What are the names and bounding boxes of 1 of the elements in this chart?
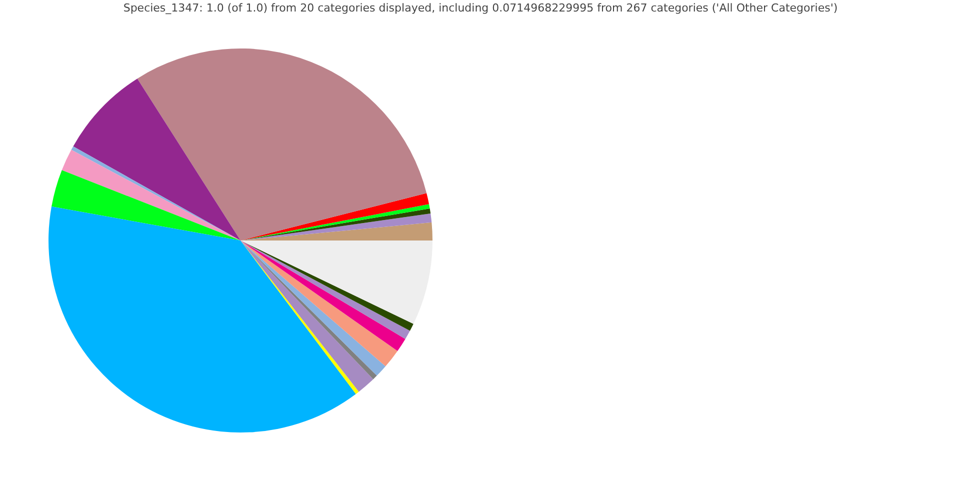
text: Species_1347: 1.0 (of 1.0) from 20 categories displayed, including 0.0714968229995 from 267 categories ('All Other Categories') bbox=[123, 2, 838, 14]
